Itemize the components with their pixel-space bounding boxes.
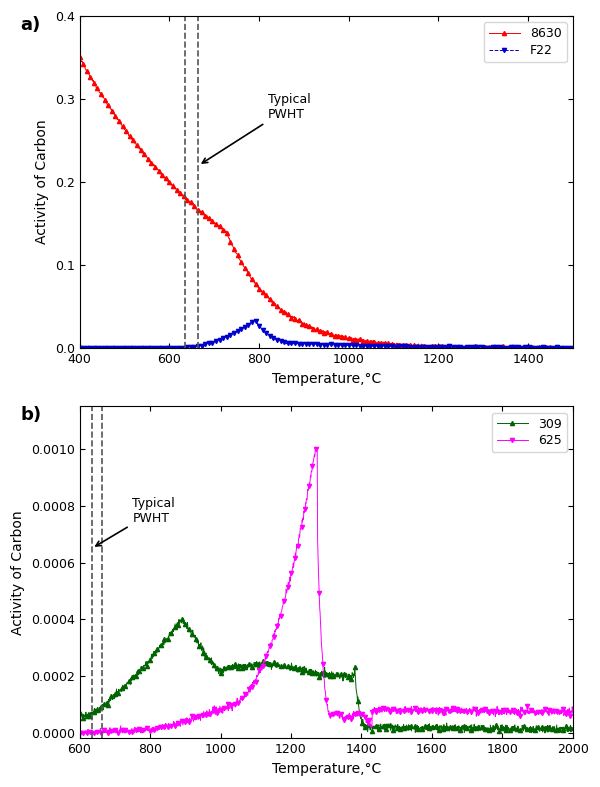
625 [562, 711, 569, 721]
X-axis label: Temperature,°C: Temperature,°C [272, 762, 381, 776]
625 [569, 709, 577, 719]
625 [246, 682, 253, 692]
625 [335, 711, 343, 720]
F22 [76, 343, 83, 353]
309 [76, 708, 83, 718]
309 [246, 660, 253, 669]
309 [179, 614, 187, 623]
F22 [100, 343, 107, 353]
F22 [251, 315, 259, 324]
8630 [463, 343, 470, 353]
F22 [281, 338, 289, 348]
F22 [569, 343, 577, 353]
Legend: 8630, F22: 8630, F22 [484, 22, 567, 62]
8630 [100, 93, 107, 102]
Line: F22: F22 [77, 317, 575, 350]
Text: a): a) [20, 16, 41, 34]
F22 [76, 343, 83, 353]
8630 [569, 343, 577, 353]
F22 [114, 343, 121, 353]
Y-axis label: Activity of Carbon: Activity of Carbon [11, 510, 25, 635]
8630 [76, 53, 83, 62]
F22 [201, 339, 208, 349]
F22 [456, 342, 463, 352]
Line: 309: 309 [77, 616, 575, 735]
625 [304, 490, 311, 500]
Text: Typical
PWHT: Typical PWHT [202, 94, 311, 163]
Line: 8630: 8630 [77, 55, 575, 350]
309 [304, 667, 311, 677]
625 [476, 708, 484, 717]
625 [312, 442, 319, 452]
309 [569, 725, 577, 734]
Text: b): b) [20, 406, 41, 424]
309 [501, 728, 508, 737]
Line: 625: 625 [77, 445, 575, 735]
8630 [550, 342, 557, 352]
8630 [201, 210, 208, 220]
625 [76, 728, 83, 737]
F22 [551, 342, 558, 352]
8630 [455, 342, 463, 352]
8630 [280, 308, 287, 317]
Text: Typical
PWHT: Typical PWHT [96, 497, 175, 546]
625 [196, 713, 203, 722]
Y-axis label: Activity of Carbon: Activity of Carbon [35, 120, 49, 245]
X-axis label: Temperature,°C: Temperature,°C [272, 371, 381, 386]
Legend: 309, 625: 309, 625 [492, 412, 567, 453]
309 [563, 721, 570, 730]
309 [476, 726, 484, 735]
309 [335, 668, 343, 678]
8630 [113, 114, 121, 124]
309 [196, 641, 203, 651]
